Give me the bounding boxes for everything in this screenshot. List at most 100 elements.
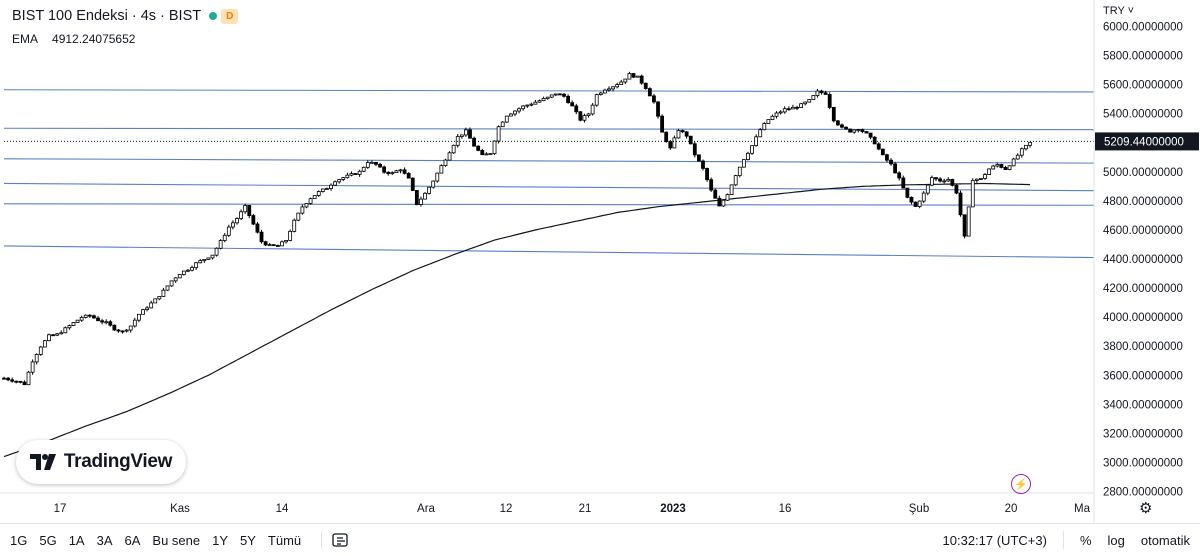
candle[interactable]	[553, 93, 558, 97]
candle[interactable]	[852, 129, 857, 134]
candle[interactable]	[6, 377, 10, 382]
candle[interactable]	[987, 168, 992, 175]
candle[interactable]	[999, 163, 1004, 169]
candle[interactable]	[349, 171, 354, 177]
symbol-title[interactable]: BIST 100 Endeksi · 4s · BIST	[12, 8, 202, 24]
candle[interactable]	[206, 257, 211, 260]
candle[interactable]	[631, 73, 636, 78]
candle[interactable]	[958, 190, 963, 217]
ema-legend[interactable]: EMA 4912.24075652	[12, 32, 238, 46]
candle[interactable]	[676, 128, 681, 139]
candle[interactable]	[10, 377, 15, 383]
candle[interactable]	[885, 153, 889, 163]
candle[interactable]	[844, 126, 848, 130]
candle[interactable]	[472, 136, 476, 147]
timeframe-3m[interactable]: 3A	[96, 532, 113, 548]
candle[interactable]	[263, 240, 268, 247]
candle[interactable]	[18, 380, 23, 384]
candle[interactable]	[55, 332, 60, 337]
log-toggle[interactable]: log	[1107, 532, 1125, 548]
candle[interactable]	[214, 247, 219, 257]
candle[interactable]	[566, 94, 570, 104]
candle[interactable]	[288, 229, 293, 242]
candle[interactable]	[365, 160, 370, 169]
candle[interactable]	[247, 205, 252, 219]
candle[interactable]	[615, 82, 620, 89]
candle[interactable]	[762, 122, 767, 131]
candle[interactable]	[100, 318, 105, 325]
candle[interactable]	[59, 330, 64, 335]
candle[interactable]	[484, 152, 489, 156]
candle[interactable]	[337, 178, 342, 184]
candle[interactable]	[136, 313, 141, 323]
candle[interactable]	[492, 140, 497, 155]
candle[interactable]	[737, 166, 742, 178]
candle[interactable]	[345, 172, 350, 179]
candle[interactable]	[312, 195, 317, 200]
utc-clock[interactable]: 10:32:17 (UTC+3)	[942, 532, 1047, 548]
candle[interactable]	[177, 274, 182, 279]
candle[interactable]	[120, 330, 125, 334]
candle[interactable]	[271, 244, 276, 247]
candle[interactable]	[198, 258, 203, 264]
candle[interactable]	[280, 240, 284, 247]
timeframe-5y[interactable]: 5Y	[240, 532, 256, 548]
auto-scale-toggle[interactable]: otomatik	[1140, 532, 1190, 548]
timeframe-all[interactable]: Tümü	[267, 532, 302, 548]
candle[interactable]	[226, 224, 231, 238]
candle[interactable]	[63, 326, 68, 334]
candle[interactable]	[75, 319, 80, 323]
candle[interactable]	[562, 93, 566, 98]
candle[interactable]	[782, 106, 787, 114]
candle[interactable]	[521, 105, 526, 111]
candle[interactable]	[705, 167, 709, 182]
candle[interactable]	[194, 261, 199, 271]
candle[interactable]	[34, 353, 39, 365]
candle[interactable]	[786, 106, 791, 111]
candle[interactable]	[660, 114, 665, 133]
candle[interactable]	[455, 134, 460, 148]
candle[interactable]	[795, 105, 799, 111]
trend-line[interactable]	[3, 203, 1095, 206]
candle[interactable]	[67, 324, 72, 330]
delayed-data-badge[interactable]: D	[221, 8, 239, 24]
candle[interactable]	[815, 88, 820, 98]
candle[interactable]	[259, 229, 264, 244]
candle[interactable]	[582, 113, 587, 123]
candle[interactable]	[983, 172, 987, 180]
candle[interactable]	[688, 135, 693, 145]
candle[interactable]	[652, 94, 656, 104]
candle[interactable]	[860, 128, 865, 134]
candle[interactable]	[51, 333, 55, 337]
candle[interactable]	[778, 110, 783, 115]
candle[interactable]	[929, 175, 934, 187]
candle[interactable]	[161, 287, 166, 297]
candle[interactable]	[402, 167, 407, 175]
candle[interactable]	[672, 135, 677, 149]
candle[interactable]	[243, 203, 248, 214]
candle[interactable]	[774, 111, 779, 119]
candle[interactable]	[186, 268, 190, 273]
timeframe-1m[interactable]: 1A	[68, 532, 85, 548]
candle[interactable]	[680, 129, 685, 133]
candle[interactable]	[1015, 153, 1020, 160]
candle[interactable]	[643, 82, 648, 90]
candle[interactable]	[459, 134, 464, 139]
candle[interactable]	[284, 239, 288, 244]
candle[interactable]	[468, 127, 472, 139]
candle[interactable]	[758, 128, 763, 138]
candle[interactable]	[664, 131, 669, 143]
candle[interactable]	[251, 213, 256, 226]
candle[interactable]	[799, 103, 803, 108]
candle[interactable]	[508, 113, 513, 117]
candle[interactable]	[451, 144, 456, 154]
candle[interactable]	[570, 100, 575, 107]
candle[interactable]	[913, 201, 918, 207]
candle[interactable]	[87, 314, 92, 318]
candle[interactable]	[868, 132, 873, 140]
candle[interactable]	[382, 165, 387, 174]
candle[interactable]	[647, 87, 652, 97]
candle[interactable]	[431, 180, 436, 189]
candle[interactable]	[529, 102, 534, 107]
candle[interactable]	[513, 110, 517, 117]
